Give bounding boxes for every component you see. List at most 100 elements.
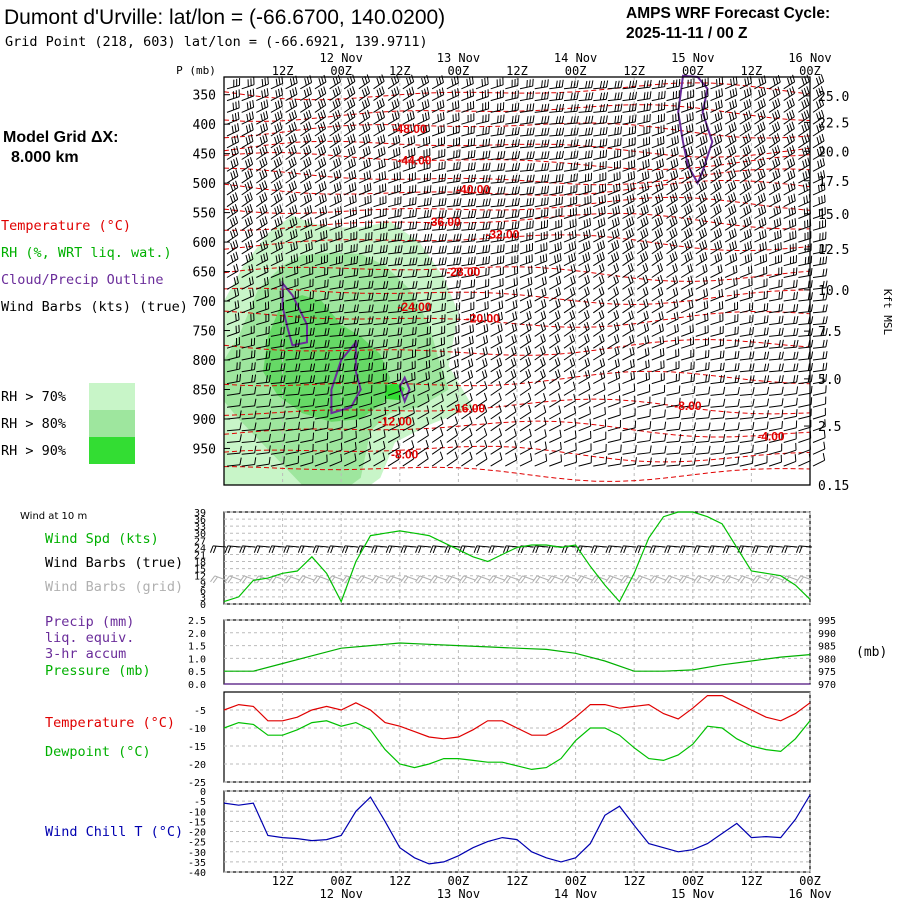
xs-wind-barb — [739, 192, 752, 208]
xs-wind-barb — [666, 373, 680, 385]
xs-wind-barb — [300, 121, 312, 137]
xs-wind-barb — [534, 357, 546, 373]
xs-wind-barb — [343, 145, 356, 160]
xs-wind-barb — [446, 245, 462, 255]
xs-wind-barb — [666, 348, 680, 361]
xs-wind-barb — [358, 121, 371, 137]
xs-wind-barb — [300, 339, 315, 349]
xs-wind-barb — [724, 228, 737, 243]
xs-wind-barb — [270, 192, 283, 208]
xs-wind-barb — [358, 418, 372, 432]
wind10m-barb-true — [737, 545, 754, 554]
wind10m-barb-true — [371, 545, 388, 554]
xs-wind-barb — [783, 327, 799, 337]
xs-wind-barb — [725, 398, 740, 408]
xs-wind-barb — [710, 301, 724, 314]
xs-wind-barb — [490, 221, 506, 231]
xs-wind-barb — [681, 324, 694, 337]
xs-wind-barb — [549, 185, 564, 196]
xs-wind-barb — [534, 127, 550, 137]
xs-wind-barb — [739, 168, 751, 184]
xs-wind-barb — [783, 431, 797, 443]
xs-wind-barb — [446, 256, 462, 267]
xs-wind-barb — [534, 139, 550, 149]
xs-wind-barb — [783, 386, 799, 396]
height-tick-label: 12.5 — [818, 243, 849, 258]
xs-wind-barb — [666, 78, 681, 90]
xs-wind-barb — [534, 276, 547, 290]
xs-wind-barb — [431, 359, 445, 373]
wind10m-barb-true — [458, 545, 476, 554]
xs-wind-barb — [270, 302, 285, 314]
xs-wind-barb — [710, 338, 725, 349]
xs-wind-barb — [593, 382, 606, 396]
xs-wind-barb — [695, 88, 709, 102]
xs-wind-barb — [329, 431, 343, 443]
xs-wind-barb — [431, 161, 446, 172]
xs-wind-barb — [798, 328, 814, 337]
xs-wind-barb — [256, 99, 269, 113]
xs-wind-barb — [622, 103, 637, 113]
xs-wind-barb — [505, 127, 520, 137]
xs-wind-barb — [431, 370, 445, 385]
xs-wind-barb — [607, 346, 620, 361]
xs-wind-barb — [622, 310, 634, 326]
xs-wind-barb — [226, 398, 242, 408]
xs-wind-barb — [256, 326, 270, 337]
xs-wind-barb — [783, 255, 797, 267]
p2-accum-label: 3-hr accum — [45, 646, 126, 662]
xs-wind-barb — [651, 90, 666, 102]
xs-wind-barb — [373, 244, 388, 255]
xs-wind-barb — [666, 157, 679, 172]
xs-wind-barb — [300, 133, 312, 149]
xs-wind-barb — [651, 335, 665, 349]
xs-wind-barb — [622, 80, 638, 90]
xs-wind-barb — [563, 381, 576, 396]
pressure-line — [224, 642, 811, 672]
xs-wind-barb — [241, 410, 257, 420]
wind10m-barb-grid — [722, 575, 739, 584]
xs-wind-barb — [534, 79, 549, 90]
xs-wind-barb — [431, 99, 445, 113]
xs-wind-barb — [431, 314, 446, 326]
xs-wind-barb — [461, 381, 473, 396]
wind10m-barb-grid — [576, 575, 593, 584]
xs-wind-barb — [300, 443, 314, 455]
wind10m-barb-true — [766, 545, 783, 554]
xs-wind-barb — [768, 156, 781, 172]
xs-wind-barb — [666, 239, 678, 255]
xs-wind-barb — [768, 254, 782, 267]
xs-wind-barb — [417, 314, 432, 326]
xs-wind-barb — [505, 428, 517, 443]
windchill-panel-ytick: -35 — [188, 858, 206, 869]
xs-wind-barb — [754, 229, 767, 243]
wind10m-barb-grid — [693, 575, 710, 584]
temperature-contour-label: -4.00 — [757, 430, 785, 444]
xs-wind-barb — [622, 228, 634, 243]
xs-wind-barb — [475, 186, 491, 196]
wind10m-barb-true — [385, 545, 402, 554]
p3-dewpoint-label: Dewpoint (°C) — [45, 744, 151, 760]
xs-wind-barb — [270, 228, 283, 243]
xs-wind-barb — [710, 168, 722, 184]
xs-wind-barb — [285, 433, 300, 443]
xs-wind-barb — [344, 219, 358, 231]
xs-wind-barb — [725, 386, 740, 396]
xs-wind-barb — [373, 183, 387, 196]
xs-wind-barb — [285, 339, 301, 349]
xs-wind-barb — [329, 181, 342, 196]
xs-wind-barb — [387, 208, 402, 219]
xs-wind-barb — [300, 254, 314, 267]
xs-wind-barb — [651, 286, 664, 302]
xs-wind-barb — [680, 251, 693, 267]
xs-wind-barb — [270, 133, 283, 149]
isotherm-line — [223, 310, 811, 328]
xs-wind-barb — [446, 137, 461, 149]
xs-wind-barb — [681, 457, 696, 467]
xs-wind-barb — [519, 209, 535, 219]
xs-wind-barb — [681, 410, 696, 420]
xs-wind-barb — [461, 150, 476, 160]
xs-wind-barb — [256, 386, 272, 396]
xs-wind-barb — [563, 442, 577, 455]
